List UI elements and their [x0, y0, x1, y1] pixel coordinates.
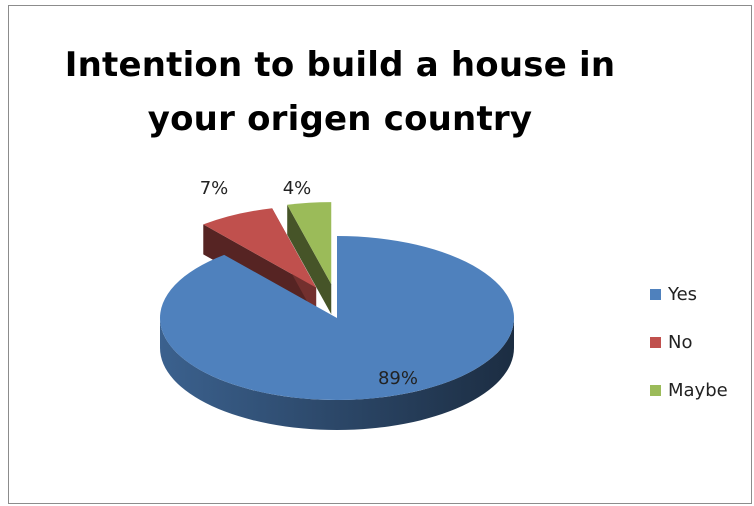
legend-item-yes: Yes	[650, 270, 728, 318]
chart-title: Intention to build a house in your orige…	[20, 38, 660, 146]
data-label-maybe: 4%	[283, 178, 312, 199]
chart-title-line-2: your origen country	[147, 99, 533, 139]
legend-label-yes: Yes	[668, 283, 698, 305]
pie-top-no	[203, 208, 317, 288]
pie-slice-yes	[159, 236, 514, 430]
pie-slices	[159, 202, 514, 430]
pie-data-labels: 89% 7% 4%	[200, 178, 418, 389]
pie-wall-maybe-0	[287, 204, 332, 315]
pie-top-yes	[159, 236, 514, 401]
legend-item-maybe: Maybe	[650, 366, 728, 414]
data-label-yes: 89%	[378, 368, 418, 389]
legend-label-no: No	[668, 331, 693, 353]
legend: Yes No Maybe	[650, 270, 728, 414]
legend-label-maybe: Maybe	[668, 379, 728, 401]
legend-swatch-maybe	[650, 384, 661, 396]
pie-top-maybe	[287, 202, 332, 285]
chart-title-line-1: Intention to build a house in	[64, 45, 616, 85]
pie-rim-yes	[160, 318, 514, 430]
legend-swatch-yes	[650, 288, 661, 300]
pie-slice-maybe	[287, 202, 332, 315]
legend-item-no: No	[650, 318, 728, 366]
legend-swatch-no	[650, 336, 661, 348]
data-label-no: 7%	[200, 178, 229, 199]
